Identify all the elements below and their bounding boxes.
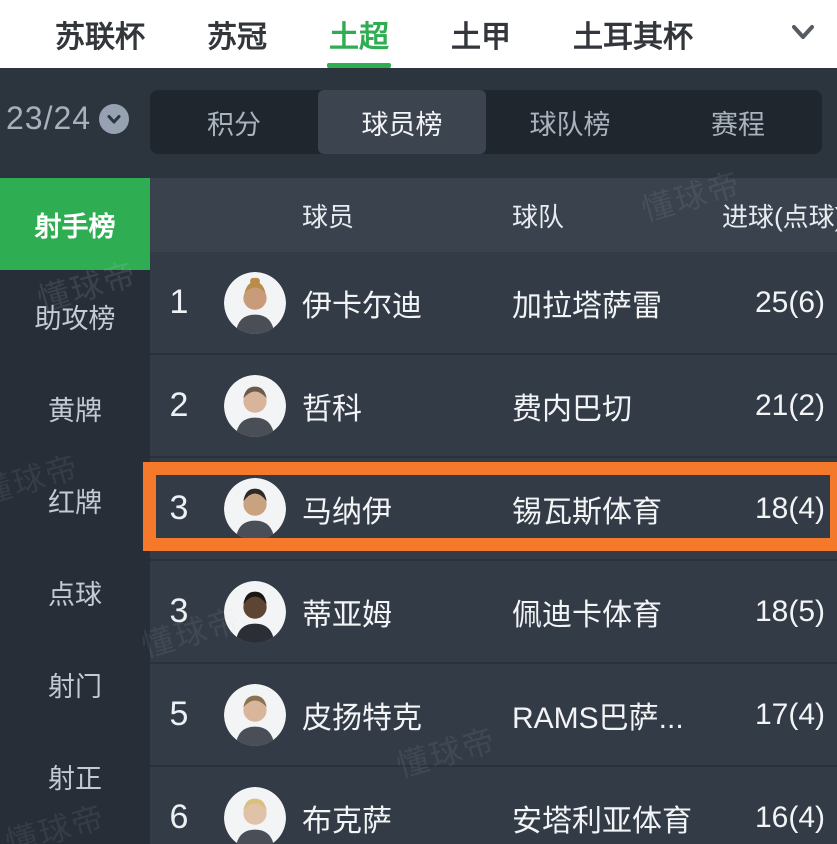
rank-number: 3 <box>169 489 189 527</box>
table-row[interactable]: 3 蒂亚姆 佩迪卡体育 18(5) <box>150 561 837 664</box>
player-name: 伊卡尔迪 <box>302 289 422 323</box>
team-name: RAMS巴萨... <box>512 701 684 735</box>
chevron-down-icon[interactable] <box>783 12 823 52</box>
league-tab-turkish-1-lig[interactable]: 土甲 <box>451 21 511 54</box>
player-name: 布克萨 <box>302 804 392 838</box>
player-avatar <box>208 683 302 746</box>
goals-value: 17(4) <box>754 697 825 731</box>
table-row[interactable]: 5 皮扬特克 RAMS巴萨... 17(4) <box>150 664 837 767</box>
goals-value: 18(4) <box>754 491 825 525</box>
goals-value: 21(2) <box>754 388 825 422</box>
sidebar-item-shots-on-target[interactable]: 射正 <box>48 763 102 794</box>
league-tab-scottish-league-cup[interactable]: 苏联杯 <box>55 21 145 54</box>
rank-number: 6 <box>169 798 189 836</box>
column-header-goals: 进球(点球) <box>722 201 837 232</box>
table-row[interactable]: 2 哲科 费内巴切 21(2) <box>150 355 837 458</box>
season-label: 23/24 <box>6 100 92 136</box>
goals-value: 18(5) <box>754 594 825 628</box>
player-name: 皮扬特克 <box>302 701 422 735</box>
player-name: 马纳伊 <box>302 495 392 529</box>
tab-standings[interactable]: 积分 <box>207 109 261 140</box>
league-tab-turkish-cup[interactable]: 土耳其杯 <box>573 21 693 54</box>
team-name: 佩迪卡体育 <box>512 598 662 632</box>
goals-value: 16(4) <box>754 800 825 834</box>
chevron-down-circle-icon[interactable] <box>99 103 130 134</box>
rank-number: 5 <box>169 695 189 733</box>
tab-schedule[interactable]: 赛程 <box>711 109 765 140</box>
team-name: 锡瓦斯体育 <box>512 495 662 529</box>
player-avatar <box>208 374 302 437</box>
rank-number: 3 <box>169 592 189 630</box>
player-name: 哲科 <box>302 392 362 426</box>
league-tab-scottish-championship[interactable]: 苏冠 <box>207 21 267 54</box>
team-name: 安塔利亚体育 <box>512 804 692 838</box>
table-row-highlighted[interactable]: 3 马纳伊 锡瓦斯体育 18(4) <box>150 458 837 561</box>
sidebar-item-assists[interactable]: 助攻榜 <box>34 303 116 334</box>
rank-number: 2 <box>169 386 189 424</box>
team-name: 费内巴切 <box>512 392 632 426</box>
column-header-team: 球队 <box>512 201 565 232</box>
column-header-player: 球员 <box>302 201 355 232</box>
player-avatar <box>208 477 302 540</box>
table-header-row: 球员 球队 进球(点球) <box>150 178 837 252</box>
sidebar-item-red-cards[interactable]: 红牌 <box>48 487 102 518</box>
player-avatar <box>208 271 302 334</box>
table-row[interactable]: 6 布克萨 安塔利亚体育 16(4) <box>150 767 837 844</box>
team-name: 加拉塔萨雷 <box>512 289 662 323</box>
table-row[interactable]: 1 伊卡尔迪 加拉塔萨雷 25(6) <box>150 252 837 355</box>
league-tab-turkish-super-lig[interactable]: 土超 <box>329 0 389 68</box>
player-avatar <box>208 786 302 844</box>
stats-tab-bar: 积分 球员榜 球队榜 赛程 <box>150 90 822 154</box>
sidebar-item-shots[interactable]: 射门 <box>48 671 102 702</box>
league-nav: 苏联杯 苏冠 土超 土甲 土耳其杯 <box>0 0 837 68</box>
sidebar-item-yellow-cards[interactable]: 黄牌 <box>48 395 102 426</box>
goals-value: 25(6) <box>754 285 825 319</box>
stat-category-sidebar: 射手榜 助攻榜 黄牌 红牌 点球 射门 射正 <box>0 178 150 844</box>
player-name: 蒂亚姆 <box>302 598 392 632</box>
top-scorers-table: 球员 球队 进球(点球) 1 伊卡尔迪 加拉塔萨雷 25(6) 2 哲科 费内巴… <box>150 178 837 844</box>
rank-number: 1 <box>169 283 189 321</box>
sidebar-item-top-scorers[interactable]: 射手榜 <box>0 178 150 270</box>
sidebar-item-penalties[interactable]: 点球 <box>48 579 102 610</box>
season-selector[interactable]: 23/24 <box>6 100 130 137</box>
player-avatar <box>208 580 302 643</box>
tab-player-rankings[interactable]: 球员榜 <box>318 90 486 154</box>
tab-team-rankings[interactable]: 球队榜 <box>529 109 611 140</box>
